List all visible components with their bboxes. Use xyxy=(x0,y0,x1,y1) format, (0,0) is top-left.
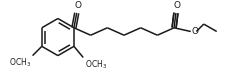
Text: OCH$_3$: OCH$_3$ xyxy=(9,57,31,69)
Text: O: O xyxy=(192,27,199,36)
Text: OCH$_3$: OCH$_3$ xyxy=(85,58,107,71)
Text: O: O xyxy=(74,1,81,10)
Text: O: O xyxy=(173,1,180,10)
